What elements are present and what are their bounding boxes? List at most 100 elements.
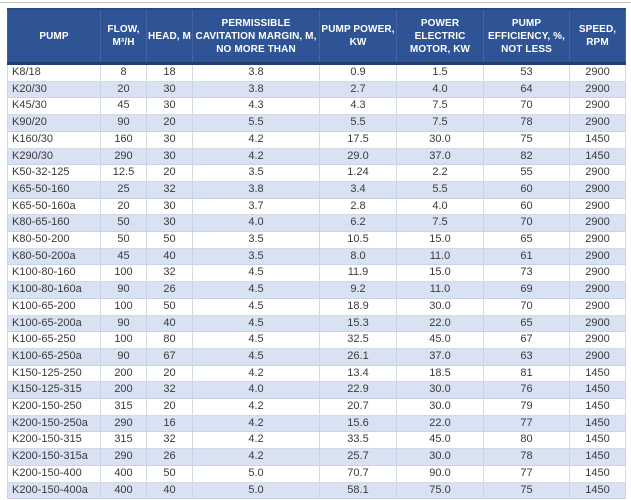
value-cell: 400: [100, 464, 147, 483]
value-cell: 37.0: [396, 147, 484, 166]
table-row: K100-80-160a 90 26 4.5 9.2 11.0 69 2900: [7, 281, 626, 299]
value-cell: 2900: [569, 281, 626, 299]
value-cell: 30: [146, 197, 193, 216]
value-cell: 10.5: [319, 231, 397, 249]
value-cell: 7.5: [396, 97, 484, 116]
value-cell: 5.5: [396, 180, 484, 199]
pump-name-cell: K150-125-250: [7, 364, 101, 383]
value-cell: 30.0: [396, 448, 484, 466]
pump-spec-table: PUMP FLOW, M³/H HEAD, M PERMISSIBLE CAVITAT…: [7, 8, 626, 500]
value-cell: 63: [483, 347, 570, 366]
value-cell: 4.0: [192, 214, 320, 233]
value-cell: 75: [483, 481, 570, 500]
value-cell: 20: [146, 114, 193, 132]
value-cell: 3.8: [192, 63, 320, 82]
value-cell: 30.0: [396, 398, 484, 416]
table-row: K100-80-160 100 32 4.5 11.9 15.0 73 2900: [7, 264, 626, 283]
pump-table-body: K8/18 8 18 3.8 0.9 1.5 53 2900 K20/30 20 30 3.8 2.7 4…: [7, 63, 626, 500]
value-cell: 4.2: [192, 431, 320, 450]
value-cell: 11.0: [396, 247, 484, 266]
pump-name-cell: K100-80-160a: [7, 281, 101, 299]
pump-name-cell: K290/30: [7, 147, 101, 166]
value-cell: 11.0: [396, 281, 484, 299]
value-cell: 3.7: [192, 197, 320, 216]
value-cell: 400: [100, 481, 147, 500]
value-cell: 315: [100, 431, 147, 450]
value-cell: 2900: [569, 197, 626, 216]
pump-table-head: PUMP FLOW, M³/H HEAD, M PERMISSIBLE CAVITAT…: [7, 8, 626, 65]
column-header: PERMISSIBLE CAVITATION MARGIN, M, NO MOR…: [192, 8, 320, 65]
value-cell: 15.3: [319, 314, 397, 333]
value-cell: 2900: [569, 331, 626, 349]
table-row: K80-65-160 50 30 4.0 6.2 7.5 70 2900: [7, 214, 626, 233]
value-cell: 20.7: [319, 398, 397, 416]
value-cell: 4.5: [192, 264, 320, 283]
value-cell: 1450: [569, 130, 626, 149]
value-cell: 2900: [569, 97, 626, 116]
value-cell: 90: [100, 114, 147, 132]
value-cell: 30: [146, 80, 193, 99]
value-cell: 55: [483, 164, 570, 182]
value-cell: 13.4: [319, 364, 397, 383]
value-cell: 32.5: [319, 331, 397, 349]
pump-name-cell: K200-150-250: [7, 398, 101, 416]
value-cell: 32: [146, 381, 193, 400]
value-cell: 15.0: [396, 231, 484, 249]
value-cell: 11.9: [319, 264, 397, 283]
value-cell: 22.9: [319, 381, 397, 400]
value-cell: 26: [146, 448, 193, 466]
value-cell: 18.9: [319, 297, 397, 316]
value-cell: 4.2: [192, 398, 320, 416]
value-cell: 90: [100, 314, 147, 333]
value-cell: 4.2: [192, 147, 320, 166]
table-row: K290/30 290 30 4.2 29.0 37.0 82 1450: [7, 147, 626, 166]
value-cell: 45: [100, 247, 147, 266]
table-row: K200-150-250 315 20 4.2 20.7 30.0 79 1450: [7, 398, 626, 416]
table-row: K200-150-250a 290 16 4.2 15.6 22.0 77 1450: [7, 414, 626, 433]
value-cell: 12.5: [100, 164, 147, 182]
value-cell: 3.5: [192, 164, 320, 182]
value-cell: 67: [146, 347, 193, 366]
table-row: K80-50-200a 45 40 3.5 8.0 11.0 61 2900: [7, 247, 626, 266]
value-cell: 70.7: [319, 464, 397, 483]
pump-name-cell: K200-150-250a: [7, 414, 101, 433]
value-cell: 70: [483, 97, 570, 116]
value-cell: 4.5: [192, 314, 320, 333]
value-cell: 50: [100, 231, 147, 249]
pump-name-cell: K200-150-400a: [7, 481, 101, 500]
value-cell: 32: [146, 264, 193, 283]
pump-name-cell: K65-50-160: [7, 180, 101, 199]
value-cell: 1450: [569, 464, 626, 483]
value-cell: 58.1: [319, 481, 397, 500]
value-cell: 2900: [569, 180, 626, 199]
table-row: K150-125-315 200 32 4.0 22.9 30.0 76 1450: [7, 381, 626, 400]
value-cell: 76: [483, 381, 570, 400]
value-cell: 40: [146, 481, 193, 500]
value-cell: 8.0: [319, 247, 397, 266]
value-cell: 1450: [569, 364, 626, 383]
value-cell: 18: [146, 63, 193, 82]
value-cell: 3.5: [192, 231, 320, 249]
value-cell: 8: [100, 63, 147, 82]
table-row: K90/20 90 20 5.5 5.5 7.5 78 2900: [7, 114, 626, 132]
value-cell: 90: [100, 281, 147, 299]
value-cell: 4.3: [192, 97, 320, 116]
value-cell: 61: [483, 247, 570, 266]
value-cell: 3.8: [192, 80, 320, 99]
value-cell: 30.0: [396, 297, 484, 316]
column-header: PUMP EFFICIENCY, %, NOT LESS: [483, 8, 570, 65]
value-cell: 67: [483, 331, 570, 349]
value-cell: 26: [146, 281, 193, 299]
value-cell: 4.5: [192, 331, 320, 349]
value-cell: 50: [146, 231, 193, 249]
value-cell: 22.0: [396, 414, 484, 433]
column-header: POWER ELECTRIC MOTOR, KW: [396, 8, 484, 65]
value-cell: 90: [100, 347, 147, 366]
value-cell: 4.2: [192, 448, 320, 466]
value-cell: 30: [146, 130, 193, 149]
value-cell: 315: [100, 398, 147, 416]
value-cell: 30.0: [396, 130, 484, 149]
value-cell: 4.2: [192, 364, 320, 383]
value-cell: 75.0: [396, 481, 484, 500]
pump-name-cell: K45/30: [7, 97, 101, 116]
